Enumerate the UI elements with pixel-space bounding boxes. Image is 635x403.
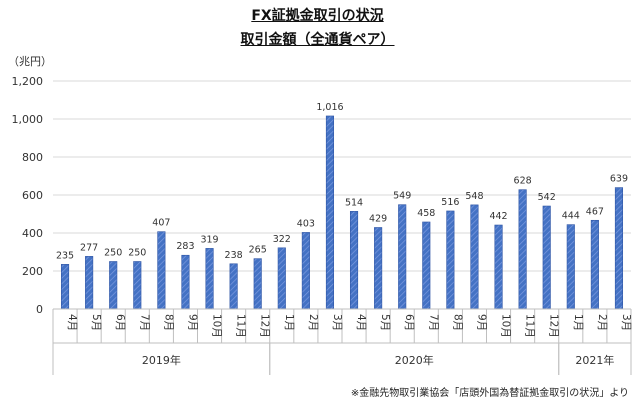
x-tick-label: 12月 <box>548 314 560 338</box>
bar <box>518 189 527 310</box>
year-group-label: 2019年 <box>142 353 181 367</box>
year-group-label: 2020年 <box>395 353 434 367</box>
data-label: 250 <box>104 248 122 259</box>
data-label: 235 <box>56 250 74 261</box>
y-tick-label: 200 <box>22 265 43 278</box>
x-tick-label: 1月 <box>572 314 584 331</box>
x-tick-label: 9月 <box>186 314 198 331</box>
x-tick-label: 1月 <box>283 314 295 331</box>
bar <box>494 224 503 310</box>
x-tick-label: 7月 <box>138 314 150 331</box>
bar <box>374 227 383 310</box>
bar <box>349 211 359 310</box>
chart-subtitle: 取引金額（全通貨ペア） <box>240 32 395 48</box>
data-label: 265 <box>249 245 267 256</box>
bar <box>205 248 214 310</box>
chart-title: FX証拠金取引の状況 <box>251 8 384 24</box>
bar <box>398 204 407 310</box>
data-label: 639 <box>610 174 628 185</box>
bar <box>85 256 94 310</box>
y-tick-label: 0 <box>36 303 43 316</box>
bar <box>133 261 142 310</box>
bar <box>470 204 479 310</box>
bar <box>446 210 455 310</box>
data-label: 238 <box>225 250 243 261</box>
x-tick-label: 3月 <box>620 314 632 331</box>
bar <box>109 261 118 310</box>
x-tick-label: 12月 <box>259 314 271 338</box>
bar <box>590 219 599 310</box>
bar <box>229 263 238 310</box>
x-tick-label: 8月 <box>451 314 463 331</box>
y-tick-label: 400 <box>22 227 43 240</box>
x-tick-label: 2月 <box>596 314 608 331</box>
bar <box>614 187 624 310</box>
data-label: 277 <box>80 242 98 253</box>
bar <box>277 247 286 310</box>
data-label: 319 <box>200 234 218 245</box>
y-axis: 0 200 400 600 800 1,000 1,200 <box>12 75 44 316</box>
data-label: 467 <box>586 206 604 217</box>
data-label: 442 <box>489 211 507 222</box>
data-label: 542 <box>538 192 556 203</box>
data-label: 514 <box>345 197 363 208</box>
bar <box>566 224 575 310</box>
x-tick-label: 9月 <box>475 314 487 331</box>
x-tick-label: 4月 <box>355 314 367 331</box>
x-tick-label: 3月 <box>331 314 343 331</box>
source-note: ※金融先物取引業協会「店頭外国為替証拠金取引の状況」より <box>350 388 629 399</box>
x-tick-label: 8月 <box>162 314 174 331</box>
y-tick-label: 800 <box>22 151 43 164</box>
data-label: 429 <box>369 213 387 224</box>
data-label: 548 <box>465 191 483 202</box>
data-label: 549 <box>393 191 411 202</box>
x-tick-label: 10月 <box>211 314 223 338</box>
bars <box>60 115 624 310</box>
data-label: 628 <box>514 176 532 187</box>
bar <box>325 115 335 310</box>
x-tick-label: 11月 <box>524 314 536 338</box>
data-label: 250 <box>128 248 146 259</box>
y-tick-label: 600 <box>22 189 43 202</box>
bar <box>422 221 431 310</box>
y-tick-label: 1,000 <box>12 113 44 126</box>
x-tick-label: 11月 <box>235 314 247 338</box>
x-tick-label: 7月 <box>427 314 439 331</box>
bar <box>253 258 262 310</box>
x-tick-label: 10月 <box>500 314 512 338</box>
bar <box>181 254 190 310</box>
data-label: 407 <box>152 218 170 229</box>
x-tick-label: 6月 <box>114 314 126 331</box>
x-tick-label: 5月 <box>90 314 102 331</box>
x-axis: 4月 5月 6月 7月 8月 9月 10月 11月 12月 1月 2月 3月 4月 5月 6月 7月 8月 9月 1… <box>52 308 632 375</box>
bar <box>542 205 551 310</box>
data-labels: 235 277 250 250 407 283 319 238 265 322 403 1,016 51… <box>56 102 628 261</box>
data-label: 444 <box>562 211 580 222</box>
bar <box>60 264 70 310</box>
x-tick-label: 4月 <box>66 314 78 331</box>
data-label: 283 <box>176 241 194 252</box>
data-label: 458 <box>417 208 435 219</box>
data-label: 1,016 <box>316 102 343 113</box>
y-axis-unit-label: （兆円） <box>8 55 52 68</box>
bar <box>301 232 310 310</box>
x-tick-label: 2月 <box>307 314 319 331</box>
y-tick-label: 1,200 <box>12 75 44 88</box>
data-label: 516 <box>441 197 459 208</box>
year-group-label: 2021年 <box>575 353 614 367</box>
bar <box>157 231 166 310</box>
data-label: 322 <box>273 234 291 245</box>
x-tick-label: 6月 <box>403 314 415 331</box>
data-label: 403 <box>297 218 315 229</box>
x-tick-label: 5月 <box>379 314 391 331</box>
